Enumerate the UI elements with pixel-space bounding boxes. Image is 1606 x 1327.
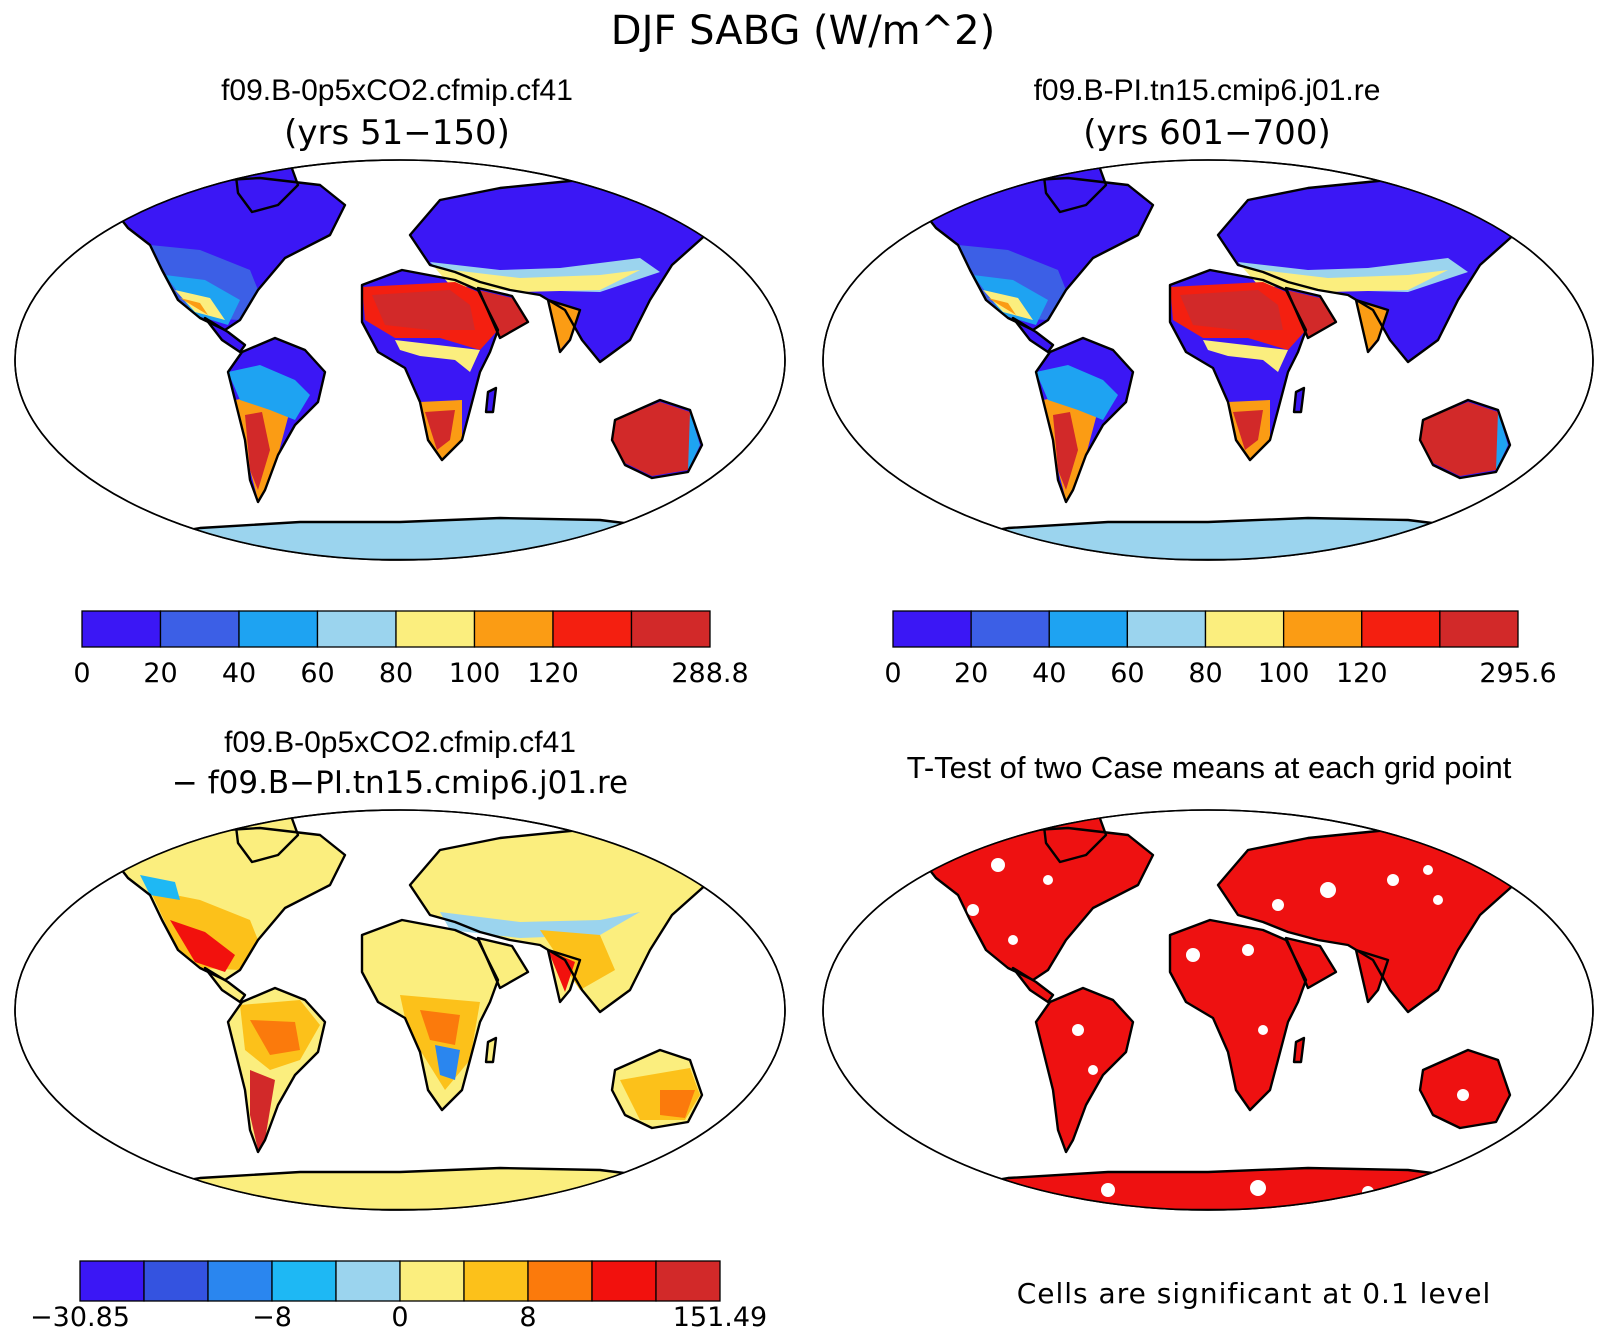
panel-ttest-title: T-Test of two Case means at each grid po…	[907, 750, 1512, 785]
colorbar-swatch	[1282, 610, 1363, 648]
colorbar-tick-label: 40	[1032, 658, 1066, 689]
colorbar-tick-label: 0	[391, 1302, 408, 1327]
colorbar-tick-label: 60	[300, 658, 334, 689]
colorbar-tick-label: 0	[73, 658, 90, 689]
panel-case2-title: f09.B-PI.tn15.cmip6.j01.re	[1034, 74, 1381, 107]
colorbar-tick-label: 20	[954, 658, 988, 689]
panel-difference-subtitle: − f09.B−PI.tn15.cmip6.j01.re	[172, 765, 628, 801]
colorbar-swatch	[143, 1260, 209, 1302]
map-case2	[822, 159, 1594, 561]
colorbar-swatch	[395, 610, 476, 648]
colorbar-tick-label: 288.8	[671, 658, 748, 689]
colorbar-swatch	[399, 1260, 465, 1302]
colorbar-swatch	[1204, 610, 1285, 648]
colorbar-swatch	[463, 1260, 529, 1302]
colorbar-swatch	[591, 1260, 657, 1302]
colorbar-swatch	[970, 610, 1050, 648]
colorbar-swatch	[473, 610, 554, 648]
colorbar-case1: 0 20 40 60 80 100 120 288.8	[73, 610, 749, 689]
colorbar-tick-label: 120	[527, 658, 579, 689]
colorbar-swatch	[655, 1260, 721, 1302]
colorbar-swatch	[159, 610, 240, 648]
colorbar-swatch	[1361, 610, 1441, 648]
colorbar-swatch	[552, 610, 633, 648]
colorbar-swatch	[1048, 610, 1129, 648]
colorbar-swatch	[892, 610, 972, 648]
colorbar-swatch	[335, 1260, 401, 1302]
colorbar-tick-label: 40	[222, 658, 256, 689]
colorbar-tick-label: −8	[252, 1302, 292, 1327]
colorbar-tick-label: 80	[1188, 658, 1222, 689]
map-ttest	[822, 809, 1594, 1211]
colorbar-swatch	[630, 610, 711, 648]
colorbar-swatch	[1439, 610, 1519, 648]
panel-case1-subtitle: (yrs 51−150)	[284, 113, 510, 153]
colorbar-tick-label: 295.6	[1479, 658, 1556, 689]
colorbar-difference: −30.85 −8 0 8 151.49	[30, 1260, 767, 1327]
panel-case1: f09.B-0p5xCO2.cfmip.cf41 (yrs 51−150) 0 2…	[14, 74, 786, 689]
colorbar-tick-label: 60	[1110, 658, 1144, 689]
map-difference	[14, 809, 786, 1211]
colorbar-swatch	[316, 610, 397, 648]
panel-ttest: T-Test of two Case means at each grid po…	[822, 750, 1594, 1310]
colorbar-swatch	[271, 1260, 337, 1302]
panel-case1-title: f09.B-0p5xCO2.cfmip.cf41	[221, 74, 573, 107]
colorbar-tick-label: 0	[884, 658, 901, 689]
colorbar-tick-label: 100	[449, 658, 501, 689]
colorbar-tick-label: 20	[143, 658, 177, 689]
colorbar-tick-label: 151.49	[673, 1302, 767, 1327]
colorbar-tick-label: 80	[379, 658, 413, 689]
colorbar-tick-label: 120	[1336, 658, 1388, 689]
significance-note: Cells are significant at 0.1 level	[1017, 1277, 1492, 1310]
figure-title: DJF SABG (W/m^2)	[611, 8, 995, 54]
panel-case2: f09.B-PI.tn15.cmip6.j01.re (yrs 601−700)…	[822, 74, 1594, 689]
colorbar-swatch	[527, 1260, 593, 1302]
colorbar-tick-label: 100	[1258, 658, 1310, 689]
colorbar-swatch	[81, 610, 162, 648]
panel-difference-title: f09.B-0p5xCO2.cfmip.cf41	[224, 726, 576, 759]
colorbar-tick-label: −30.85	[30, 1302, 130, 1327]
colorbar-swatch	[1126, 610, 1207, 648]
panel-case2-subtitle: (yrs 601−700)	[1083, 113, 1330, 153]
map-case1	[14, 159, 786, 561]
colorbar-tick-label: 8	[519, 1302, 536, 1327]
colorbar-swatch	[207, 1260, 273, 1302]
panel-difference: f09.B-0p5xCO2.cfmip.cf41 − f09.B−PI.tn15…	[14, 726, 786, 1327]
colorbar-swatch	[79, 1260, 145, 1302]
colorbar-swatch	[238, 610, 319, 648]
colorbar-case2: 0 20 40 60 80 100 120 295.6	[884, 610, 1557, 689]
